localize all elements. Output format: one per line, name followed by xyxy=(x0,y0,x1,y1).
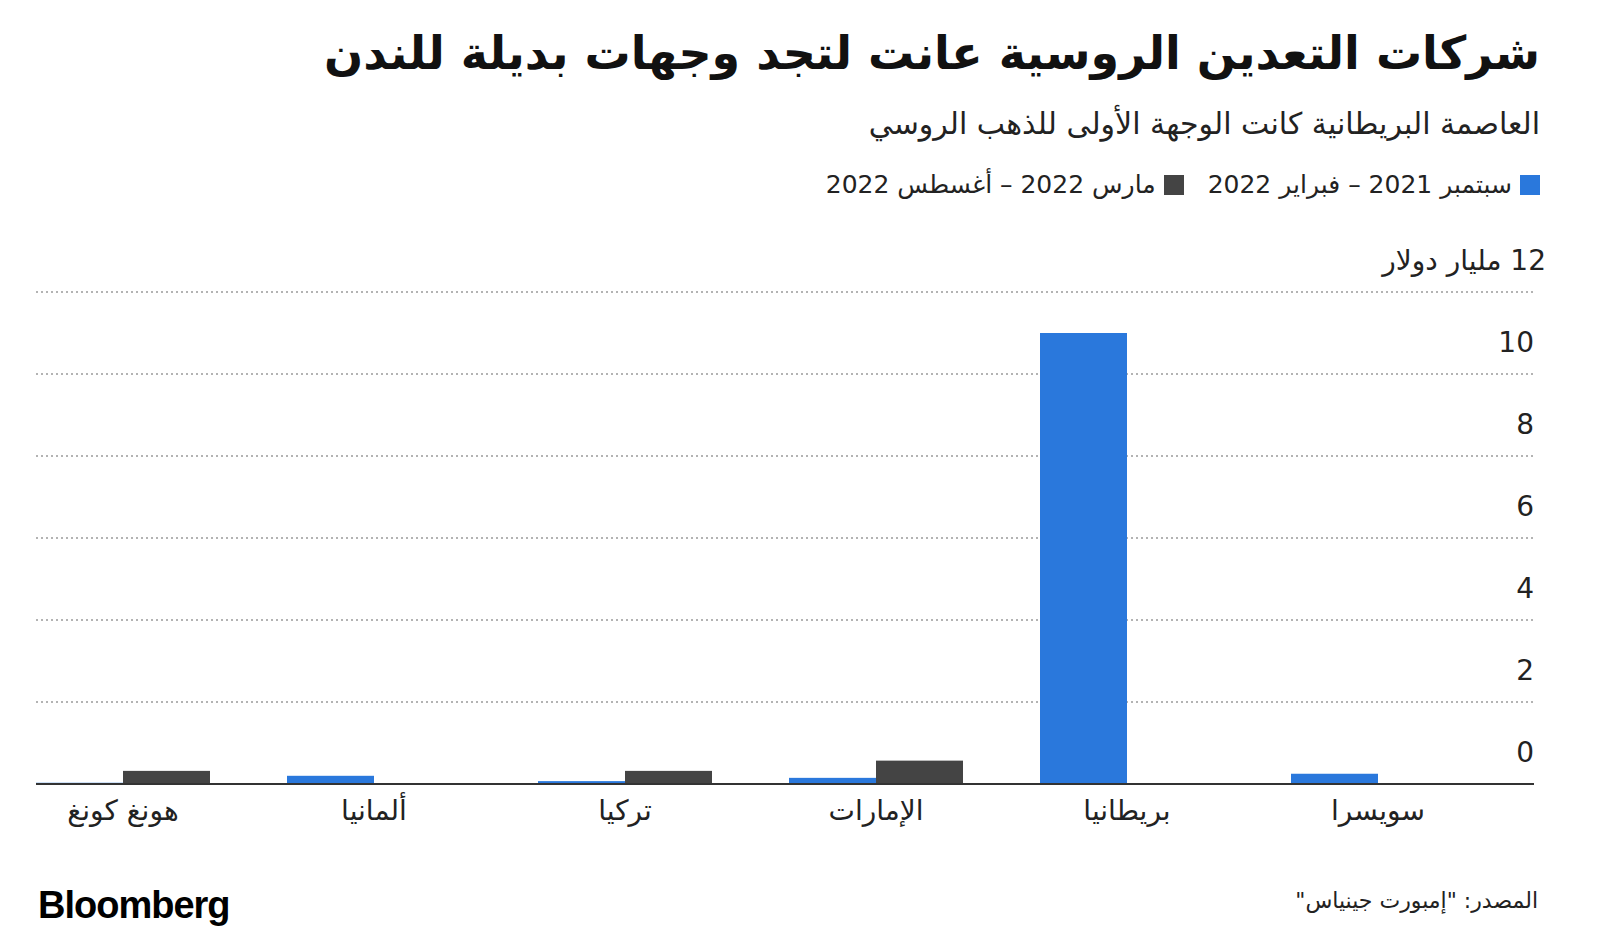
y-tick-label: 0 xyxy=(1516,736,1534,769)
source: المصدر: "إمبورت جينياس" xyxy=(1295,888,1538,913)
y-tick-label: 12 مليار دولار xyxy=(1380,244,1546,277)
legend: سبتمبر 2021 – فبراير 2022 مارس 2022 – أغس… xyxy=(802,170,1540,199)
legend-swatch xyxy=(1164,175,1184,195)
bar xyxy=(876,761,963,784)
legend-item: مارس 2022 – أغسطس 2022 xyxy=(826,170,1184,199)
legend-label: مارس 2022 – أغسطس 2022 xyxy=(826,170,1156,199)
grid-line xyxy=(36,619,1534,621)
legend-label: سبتمبر 2021 – فبراير 2022 xyxy=(1208,170,1512,199)
x-axis-line xyxy=(36,783,1534,785)
x-tick-label: سويسرا xyxy=(1331,794,1425,827)
x-tick-label: هونغ كونغ xyxy=(67,794,178,827)
bar xyxy=(1291,774,1378,784)
bar xyxy=(625,771,712,784)
x-tick-label: ألمانيا xyxy=(341,791,407,827)
y-tick-label: 8 xyxy=(1516,408,1534,441)
logo: Bloomberg xyxy=(38,884,230,927)
legend-item: سبتمبر 2021 – فبراير 2022 xyxy=(1208,170,1540,199)
bar xyxy=(287,776,374,784)
plot: 0 2 4 6 8 10 12 مليار دولار سويسرا بريطانيا الإما… xyxy=(0,0,1600,944)
grid-line xyxy=(36,373,1534,375)
grid-line xyxy=(36,291,1534,293)
bar xyxy=(1040,333,1127,784)
grid-line xyxy=(36,455,1534,457)
y-tick-label: 10 xyxy=(1498,326,1534,359)
grid-line xyxy=(36,537,1534,539)
title: شركات التعدين الروسية عانت لتجد وجهات بد… xyxy=(324,26,1540,80)
x-tick-label: الإمارات xyxy=(829,794,924,827)
subtitle: العاصمة البريطانية كانت الوجهة الأولى لل… xyxy=(869,106,1540,141)
x-tick-label: تركيا xyxy=(598,794,652,827)
grid-line xyxy=(36,701,1534,703)
bars xyxy=(36,333,1465,784)
x-tick-label: بريطانيا xyxy=(1083,794,1170,827)
y-tick-label: 4 xyxy=(1516,572,1534,605)
y-tick-label: 2 xyxy=(1516,654,1534,687)
legend-swatch xyxy=(1520,175,1540,195)
bar xyxy=(123,771,210,784)
y-tick-label: 6 xyxy=(1516,490,1534,523)
